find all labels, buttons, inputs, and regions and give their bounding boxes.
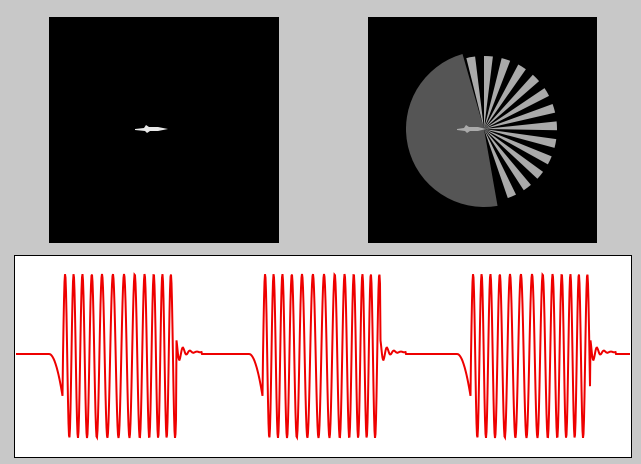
page: {} (() => { const data = JSON.parse(docu… (0, 0, 641, 464)
figure-window (0, 0, 641, 464)
left-image (49, 17, 279, 243)
